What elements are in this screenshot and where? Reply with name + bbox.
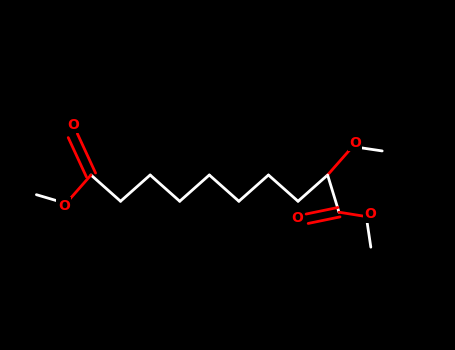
- Text: O: O: [58, 199, 70, 212]
- Text: O: O: [67, 118, 79, 132]
- Text: O: O: [349, 136, 361, 150]
- Text: O: O: [291, 211, 303, 225]
- Text: O: O: [364, 207, 376, 222]
